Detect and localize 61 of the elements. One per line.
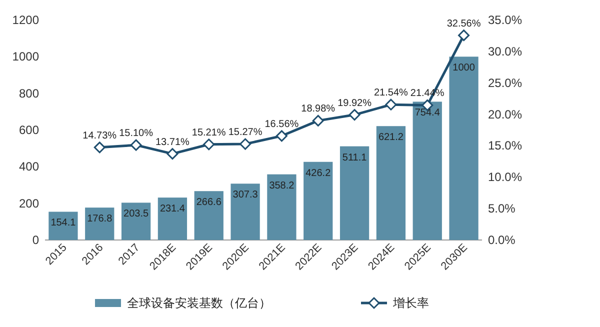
- point: [348, 109, 360, 121]
- y-tick-label: 200: [18, 196, 40, 210]
- data-label: 14.73%: [82, 130, 117, 142]
- point: [312, 114, 324, 126]
- data-label: 15.10%: [119, 128, 154, 140]
- y2-tick-label: 35.0%: [488, 13, 522, 27]
- y2-tick-label: 10.0%: [488, 170, 522, 184]
- data-label: 754.4: [414, 108, 440, 119]
- legend-label: 增长率: [392, 296, 429, 310]
- data-label: 426.2: [306, 168, 332, 179]
- data-label: 32.56%: [446, 18, 481, 30]
- data-label: 154.1: [50, 218, 76, 229]
- y2-tick-label: 5.0%: [488, 202, 516, 216]
- data-label: 15.21%: [192, 127, 226, 138]
- bar: [376, 126, 406, 240]
- point: [166, 148, 178, 160]
- bar: [121, 202, 151, 240]
- bar: [230, 184, 260, 240]
- y-tick-label: 600: [18, 123, 40, 137]
- data-label: 358.2: [269, 180, 295, 192]
- bar: [449, 56, 478, 240]
- y2-tick-label: 0.0%: [488, 233, 516, 247]
- y2-tick-label: 20.0%: [488, 107, 522, 122]
- bar: [412, 102, 442, 240]
- y-tick-label: 0: [32, 233, 40, 247]
- point: [458, 30, 470, 42]
- data-label: 621.2: [378, 132, 404, 144]
- data-label: 16.56%: [264, 118, 299, 130]
- bar: [85, 208, 114, 240]
- y-tick-label: 1200: [12, 13, 40, 27]
- y2-tick-label: 25.0%: [488, 76, 522, 90]
- y2-tick-label: 15.0%: [488, 138, 522, 153]
- y-tick-label: 1000: [12, 50, 40, 64]
- point: [94, 142, 106, 154]
- data-label: 19.92%: [338, 98, 372, 109]
- bar: [194, 191, 224, 240]
- point: [276, 130, 288, 142]
- data-label: 307.3: [232, 190, 258, 201]
- point: [240, 138, 252, 150]
- data-label: 203.5: [124, 208, 149, 220]
- data-label: 15.27%: [228, 127, 262, 138]
- data-label: 1000: [452, 62, 476, 74]
- data-label: 176.8: [87, 214, 113, 225]
- legend-label: 全球设备安装基数（亿台）: [127, 296, 271, 310]
- bar: [304, 162, 333, 240]
- point: [130, 139, 142, 151]
- y-tick-label: 800: [18, 86, 40, 100]
- point: [203, 138, 215, 150]
- point: [385, 98, 397, 110]
- data-label: 511.1: [342, 152, 368, 164]
- bar: [48, 212, 78, 240]
- data-label: 18.98%: [301, 104, 336, 115]
- y2-tick-label: 30.0%: [488, 44, 522, 58]
- data-label: 266.6: [196, 197, 222, 208]
- data-label: 21.54%: [374, 88, 408, 99]
- bar: [158, 198, 188, 240]
- data-label: 13.71%: [155, 136, 190, 148]
- y-tick-label: 400: [18, 160, 40, 174]
- bar: [267, 174, 296, 240]
- bar: [340, 146, 370, 240]
- data-label: 231.4: [160, 204, 186, 215]
